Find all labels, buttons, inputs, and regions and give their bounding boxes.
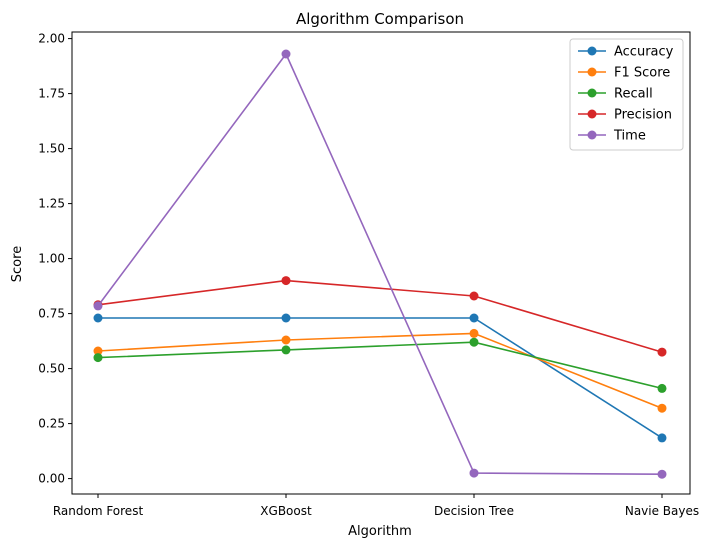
legend-item: F1 Score	[578, 66, 670, 81]
series-accuracy	[93, 313, 667, 443]
data-point	[657, 469, 667, 479]
legend-label: Accuracy	[614, 45, 674, 60]
legend-item: Time	[578, 129, 646, 144]
data-point	[93, 346, 103, 356]
y-tick-label: 1.00	[38, 252, 65, 266]
y-tick-label: 1.25	[38, 197, 65, 211]
data-point	[281, 276, 291, 286]
x-tick-label: XGBoost	[260, 504, 312, 518]
x-tick-label: Random Forest	[53, 504, 144, 518]
series-precision	[93, 276, 667, 357]
data-point	[469, 328, 479, 338]
series-line	[98, 317, 663, 439]
axes: 0.00 0.25 0.50 0.75 1.00 1.25 1.50 1.75 2.00 Rand…	[38, 31, 699, 518]
data-point	[93, 301, 103, 311]
y-tick-label: 0.50	[38, 362, 65, 376]
data-point	[281, 313, 291, 323]
legend-item: Recall	[578, 87, 653, 102]
y-tick-label: 1.75	[38, 87, 65, 101]
legend-marker	[587, 46, 597, 56]
legend-label: Recall	[614, 87, 653, 102]
x-axis-label: Algorithm	[348, 524, 412, 539]
data-point	[469, 337, 479, 347]
x-tick-label: Navie Bayes	[625, 504, 699, 518]
legend-marker	[587, 109, 597, 119]
y-tick-label: 0.75	[38, 307, 65, 321]
series-f1-score	[93, 328, 667, 413]
series-line	[97, 341, 663, 390]
data-point	[657, 433, 667, 443]
legend-item: Precision	[578, 108, 672, 123]
y-axis-label: Score	[10, 246, 25, 282]
data-point	[469, 313, 479, 323]
data-point	[657, 347, 667, 357]
x-tick-label: Decision Tree	[434, 504, 514, 518]
plot-area	[93, 49, 667, 479]
legend-label: Time	[613, 129, 646, 144]
chart-title: Algorithm Comparison	[296, 10, 464, 28]
series-line	[97, 332, 663, 409]
data-point	[469, 468, 479, 478]
legend-item: Accuracy	[578, 45, 674, 60]
data-point	[657, 383, 667, 393]
legend: Accuracy F1 Score Recall Precision Time	[569, 38, 684, 151]
legend-marker	[587, 88, 597, 98]
legend-marker	[587, 67, 597, 77]
series-recall	[93, 337, 667, 393]
y-tick-label: 1.50	[38, 142, 65, 156]
plot-frame	[71, 31, 691, 495]
y-tick-label: 0.25	[38, 417, 65, 431]
data-point	[93, 353, 103, 363]
legend-label: F1 Score	[614, 66, 670, 81]
series-line	[97, 279, 663, 353]
y-tick-label: 0.00	[38, 472, 65, 486]
legend-marker	[587, 130, 597, 140]
legend-label: Precision	[614, 108, 672, 123]
data-point	[281, 49, 291, 59]
series-time	[93, 49, 667, 479]
data-point	[93, 313, 103, 323]
data-point	[281, 335, 291, 345]
data-point	[469, 291, 479, 301]
legend-box	[569, 38, 684, 151]
series-line	[97, 53, 663, 475]
data-point	[657, 403, 667, 413]
y-tick-label: 2.00	[38, 32, 65, 46]
data-point	[281, 345, 291, 355]
